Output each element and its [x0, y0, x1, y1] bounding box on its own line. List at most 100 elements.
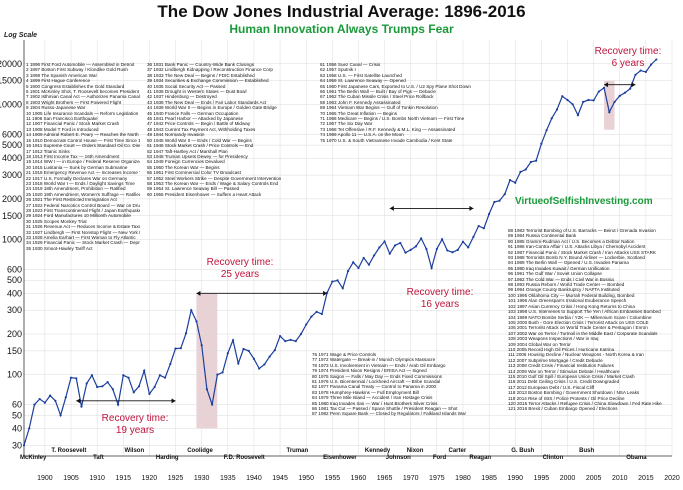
- y-tick-label: 500: [7, 275, 22, 285]
- data-point: [216, 373, 219, 376]
- event-item: 8 1903 Wright Brothers — First Powered F…: [26, 99, 122, 105]
- event-item: 103 1998 U.S. Intervenes to Support The …: [508, 309, 661, 315]
- event-item: 91 1986 Iran-Contra Affair / U.S. Attack…: [508, 244, 646, 250]
- data-point: [174, 347, 177, 350]
- y-axis-label: Log Scale: [4, 32, 38, 39]
- event-item: 1 1896 First Ford Automobile — Assembled…: [26, 62, 135, 67]
- event-item: 42 1937 Hindenburg — Destroyed: [147, 94, 217, 100]
- recovery-arrows: [76, 82, 636, 404]
- y-tick-label: 100: [7, 370, 22, 380]
- data-point: [85, 382, 88, 385]
- event-item: 45 1940 France Falls — German Occupation: [147, 110, 239, 116]
- event-item: 57 1952 Steel Workers Strike — Despite G…: [147, 175, 282, 181]
- data-point: [28, 427, 31, 430]
- data-point: [184, 332, 188, 335]
- data-point: [649, 63, 653, 66]
- data-point: [487, 212, 491, 216]
- recovery-text: Recovery time:: [101, 413, 169, 424]
- data-point: [299, 332, 303, 336]
- event-item: 4 1899 First Hague Conference: [26, 78, 91, 84]
- data-point: [602, 86, 606, 89]
- event-item: 94 1989 The Berlin Wall — Opened / U.S. …: [508, 260, 629, 266]
- event-item: 60 1955 President Eisenhower — Suffers a…: [147, 191, 262, 197]
- data-point: [310, 315, 313, 318]
- data-point: [545, 129, 548, 132]
- data-point: [367, 263, 371, 266]
- event-item: 87 1982 Penn Square Bank — Closed by Reg…: [312, 411, 467, 417]
- event-item: 96 1991 The Gulf War / Soviet Union Coll…: [508, 271, 602, 277]
- event-item: 50 1945 World War II — Ends / Cold War —…: [147, 137, 252, 143]
- chart-title: The Dow Jones Industrial Average: 1896-2…: [157, 2, 526, 21]
- y-tick-label: 15000: [0, 76, 22, 86]
- arrow-head-right: [469, 205, 474, 211]
- event-item: 59 1954 St. Lawrence Seaway Bill — Passe…: [147, 186, 240, 192]
- event-item: 16 1911 Supreme Court — Orders Standard …: [26, 143, 140, 149]
- event-item: 69 1964 Vietnam War Begins — Gulf of Ton…: [320, 105, 438, 111]
- x-tick-label: 1920: [142, 475, 158, 482]
- data-point: [388, 252, 391, 255]
- data-point: [435, 247, 438, 251]
- event-item: 83 1978 Humphrey-Hawkins — Full Employme…: [312, 389, 419, 395]
- x-tick-label: 2015: [638, 475, 654, 482]
- event-item: 99 1994 Orange County Bankruptcy / NAFTA…: [508, 287, 620, 293]
- y-tick-label: 1000: [2, 235, 22, 245]
- event-item: 12 1907 Financial Panic / Stock Market C…: [26, 121, 120, 127]
- recovery-years: 16 years: [420, 299, 460, 310]
- event-item: 48 1943 Current Tax Payment Act, Withhol…: [147, 126, 256, 132]
- events-column-1: 1 1896 First Ford Automobile — Assembled…: [26, 62, 140, 251]
- data-point: [440, 238, 444, 241]
- event-item: 70 1965 The Great Inflation — Begins: [320, 110, 398, 116]
- data-point: [122, 374, 125, 377]
- president-label: Harding: [155, 455, 179, 461]
- event-item: 107 2002 War on Terror / Turmoil in the …: [508, 330, 658, 336]
- y-tick-label: 40: [12, 423, 22, 433]
- event-item: 36 1931 Bank Panic — Country-Wide Bank C…: [147, 62, 254, 67]
- event-item: 98 1993 Russia Reborn / World Trade Cent…: [508, 282, 625, 288]
- y-tick-label: 20000: [0, 59, 22, 69]
- arrow-head-right: [631, 82, 636, 88]
- president-label: G. Bush: [511, 448, 535, 454]
- event-item: 13 1908 Model T Ford is Introduced: [26, 126, 99, 132]
- event-item: 73 1968 Tet Offensive / R.F. Kennedy & M…: [320, 126, 456, 132]
- x-tick-label: 1985: [481, 475, 497, 482]
- x-tick-label: 1995: [534, 475, 550, 482]
- data-point: [226, 352, 229, 355]
- data-point: [498, 199, 501, 202]
- data-point: [404, 251, 407, 254]
- event-item: 61 1956 Suez Canal — Crisis: [320, 62, 381, 67]
- event-item: 17 1912 Titanic Sinks: [26, 148, 70, 154]
- event-item: 85 1980 Iraq Invades Iran — War / Hunt B…: [312, 400, 438, 406]
- event-item: 68 1963 John F. Kennedy Assassinated: [320, 99, 401, 105]
- data-point: [106, 381, 109, 384]
- data-point: [247, 349, 250, 352]
- event-item: 7 1902 Isthmian Canal Act — Authorizes P…: [26, 94, 140, 100]
- y-tick-label: 6000: [2, 129, 22, 139]
- event-item: 20 1915 Lusitania — Sunk by German Subma…: [26, 164, 128, 170]
- event-item: 67 1962 The Cuban Missile Crisis / Steel…: [320, 94, 434, 100]
- y-tick-label: 150: [7, 346, 22, 356]
- arrow-head-left: [76, 398, 81, 404]
- event-item: 29 1924 Ford Manufactures 10 Millionth A…: [26, 213, 131, 219]
- event-item: 62 1957 Sputnik I: [320, 67, 356, 73]
- recovery-years: 25 years: [220, 269, 260, 280]
- data-point: [38, 397, 41, 401]
- event-item: 65 1960 First Japanese Cars, Exported to…: [320, 83, 471, 89]
- event-item: 11 1906 San Francisco Earthquake: [26, 116, 98, 122]
- event-item: 23 1918 World War I — Ends / Daylight Sa…: [26, 180, 135, 186]
- x-tick-label: 2000: [560, 475, 576, 482]
- event-item: 71 1966 Medicare — Begins / U.S. Bombs N…: [320, 116, 465, 122]
- recovery-years: 6 years: [611, 58, 645, 69]
- x-tick-label: 2005: [586, 475, 602, 482]
- event-item: 3 1898 The Spanish American War: [26, 72, 97, 78]
- event-item: 97 1992 The Cold War — Ends / Civil War …: [508, 276, 614, 282]
- data-point: [273, 348, 276, 352]
- x-tick-label: 1950: [298, 475, 314, 482]
- x-tick-label: 1900: [37, 475, 53, 482]
- event-item: 28 1923 First Transcontinental Flight / …: [26, 207, 140, 213]
- data-point: [59, 414, 62, 417]
- data-point: [54, 399, 57, 402]
- data-point: [111, 388, 114, 391]
- y-tick-label: 30: [12, 440, 22, 450]
- data-point: [378, 246, 381, 249]
- data-point: [362, 256, 365, 260]
